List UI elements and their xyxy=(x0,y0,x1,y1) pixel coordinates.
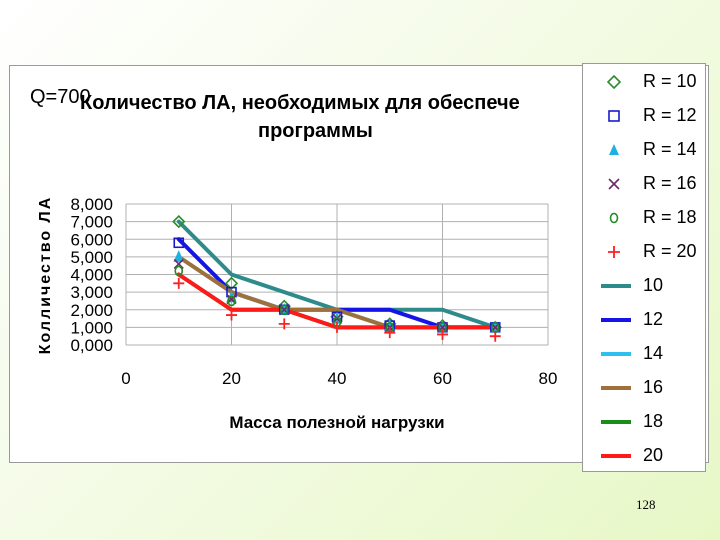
legend-label: 20 xyxy=(643,445,664,465)
y-tick-label: 2,000 xyxy=(70,301,113,320)
legend-symbol xyxy=(601,318,631,322)
x-axis-label: Масса полезной нагрузки xyxy=(229,413,444,432)
x-tick-label: 0 xyxy=(121,369,130,388)
legend-symbol xyxy=(606,74,622,90)
legend-symbol xyxy=(601,386,631,390)
legend-entry: R = 20 xyxy=(583,238,707,266)
legend-symbol xyxy=(601,352,631,356)
data-point-plus xyxy=(384,327,396,339)
y-tick-label: 1,000 xyxy=(70,318,113,337)
data-point-plus xyxy=(278,318,290,330)
y-tick-label: 0,000 xyxy=(70,336,113,355)
x-tick-label: 20 xyxy=(222,369,241,388)
legend-entry: R = 16 xyxy=(583,170,707,198)
legend-entry: R = 14 xyxy=(583,136,707,164)
legend-symbol xyxy=(608,246,620,258)
legend-entry: R = 10 xyxy=(583,68,707,96)
legend-entry: 18 xyxy=(583,408,707,436)
data-point-circle xyxy=(174,265,184,277)
data-point-plus xyxy=(331,321,343,333)
y-tick-label: 3,000 xyxy=(70,283,113,302)
q-label: Q=700 xyxy=(30,86,91,108)
legend-label: 16 xyxy=(643,377,664,397)
legend-entry: 14 xyxy=(583,340,707,368)
data-point-square xyxy=(173,237,185,249)
legend-marker-plus xyxy=(608,246,620,258)
legend-label: 10 xyxy=(643,275,664,295)
legend-symbol xyxy=(601,420,631,424)
y-tick-label: 7,000 xyxy=(70,213,113,232)
chart-title-line2: программы xyxy=(258,120,373,142)
legend-entry: 12 xyxy=(583,306,707,334)
y-axis-label: Колличество ЛА xyxy=(37,196,54,355)
y-tick-label: 6,000 xyxy=(70,230,113,249)
data-point-circle xyxy=(279,304,289,316)
legend-entry: R = 18 xyxy=(583,204,707,232)
legend-symbol xyxy=(601,454,631,458)
page-number: 128 xyxy=(636,497,656,512)
legend-marker-circle xyxy=(609,212,619,224)
y-tick-label: 5,000 xyxy=(70,248,113,267)
data-point-triangle xyxy=(173,250,185,262)
data-point-x xyxy=(173,258,184,269)
legend-label: R = 18 xyxy=(643,207,697,227)
legend-symbol xyxy=(609,144,619,155)
data-point-diamond xyxy=(172,214,186,229)
legend-entry: 16 xyxy=(583,374,707,402)
y-tick-label: 4,000 xyxy=(70,266,113,285)
data-point-plus xyxy=(173,277,185,289)
legend: R = 10 R = 12 R = 14 R = 16 R = 18 R = 20 10 12… xyxy=(582,63,706,472)
legend-entry: 20 xyxy=(583,442,707,470)
legend-marker-x xyxy=(608,178,620,190)
data-point-plus xyxy=(226,309,237,321)
y-tick-label: 8,000 xyxy=(70,195,113,214)
legend-label: R = 14 xyxy=(643,139,697,159)
legend-marker-triangle xyxy=(609,144,619,155)
legend-symbol xyxy=(608,110,620,122)
legend-entry: 10 xyxy=(583,272,707,300)
data-point-circle xyxy=(227,295,236,307)
legend-label: R = 10 xyxy=(643,71,697,91)
data-point-diamond xyxy=(224,276,239,290)
legend-symbol xyxy=(608,178,620,190)
legend-label: 14 xyxy=(643,343,664,363)
legend-label: R = 20 xyxy=(643,241,697,261)
legend-label: R = 12 xyxy=(643,105,697,125)
legend-marker-diamond xyxy=(606,74,622,90)
x-tick-label: 60 xyxy=(433,369,452,388)
chart-title: Количество ЛА, необходимых для обеспече xyxy=(80,92,520,114)
legend-marker-square xyxy=(608,110,620,122)
legend-symbol xyxy=(609,212,619,224)
x-tick-label: 40 xyxy=(328,369,347,388)
x-tick-label: 80 xyxy=(539,369,558,388)
legend-label: 12 xyxy=(643,309,664,329)
legend-label: R = 16 xyxy=(643,173,697,193)
legend-symbol xyxy=(601,284,631,288)
legend-entry: R = 12 xyxy=(583,102,707,130)
data-point-plus xyxy=(489,330,501,342)
data-point-plus xyxy=(437,328,448,340)
legend-label: 18 xyxy=(643,411,664,431)
